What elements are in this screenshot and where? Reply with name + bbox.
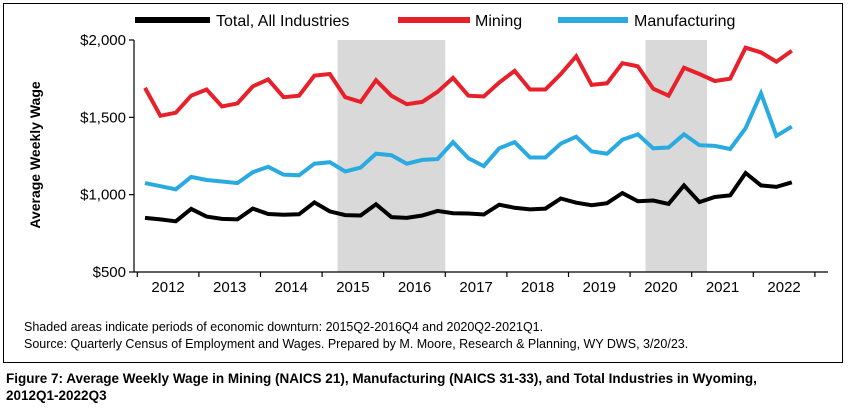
chart-frame: [3, 3, 843, 363]
x-tick-label: 2019: [583, 279, 616, 296]
line-chart: $500 $1,000 $1,500 $2,000 2012 2013 2014 2015 20…: [27, 13, 828, 296]
legend-label: Total, All Industries: [216, 13, 349, 30]
caption-line-1: Figure 7: Average Weekly Wage in Mining …: [6, 371, 757, 386]
x-tick-label: 2012: [151, 279, 184, 296]
series-line-total-all-industries: [144, 170, 793, 224]
x-tick-label: 2020: [644, 279, 677, 296]
x-tick-label: 2022: [767, 279, 800, 296]
x-tick-label: 2018: [521, 279, 554, 296]
y-axis-label: Average Weekly Wage: [27, 81, 43, 229]
legend-label: Manufacturing: [634, 13, 735, 30]
figure-caption: Figure 7: Average Weekly Wage in Mining …: [6, 370, 836, 404]
shading-note: Shaded areas indicate periods of economi…: [24, 320, 544, 334]
y-tick-label: $1,500: [80, 109, 126, 126]
caption-line-2: 2012Q1-2022Q3: [6, 388, 107, 403]
x-tick-label: 2016: [398, 279, 431, 296]
x-tick-label: 2021: [706, 279, 739, 296]
series-line-mining: [143, 45, 793, 119]
chart-legend: Total, All Industries Mining Manufacturing: [135, 13, 735, 30]
x-tick-label: 2017: [459, 279, 492, 296]
legend-label: Mining: [475, 13, 522, 30]
x-tick-label: 2015: [336, 279, 369, 296]
y-tick-label: $500: [93, 264, 126, 281]
chart-series: [143, 45, 793, 224]
series-line-manufacturing: [144, 88, 793, 192]
y-tick-label: $2,000: [80, 32, 126, 49]
y-tick-label: $1,000: [80, 187, 126, 204]
x-tick-label: 2013: [213, 279, 246, 296]
source-note: Source: Quarterly Census of Employment a…: [24, 337, 689, 351]
x-tick-label: 2014: [275, 279, 308, 296]
chart-axes: $500 $1,000 $1,500 $2,000 2012 2013 2014 2015 20…: [80, 32, 828, 296]
